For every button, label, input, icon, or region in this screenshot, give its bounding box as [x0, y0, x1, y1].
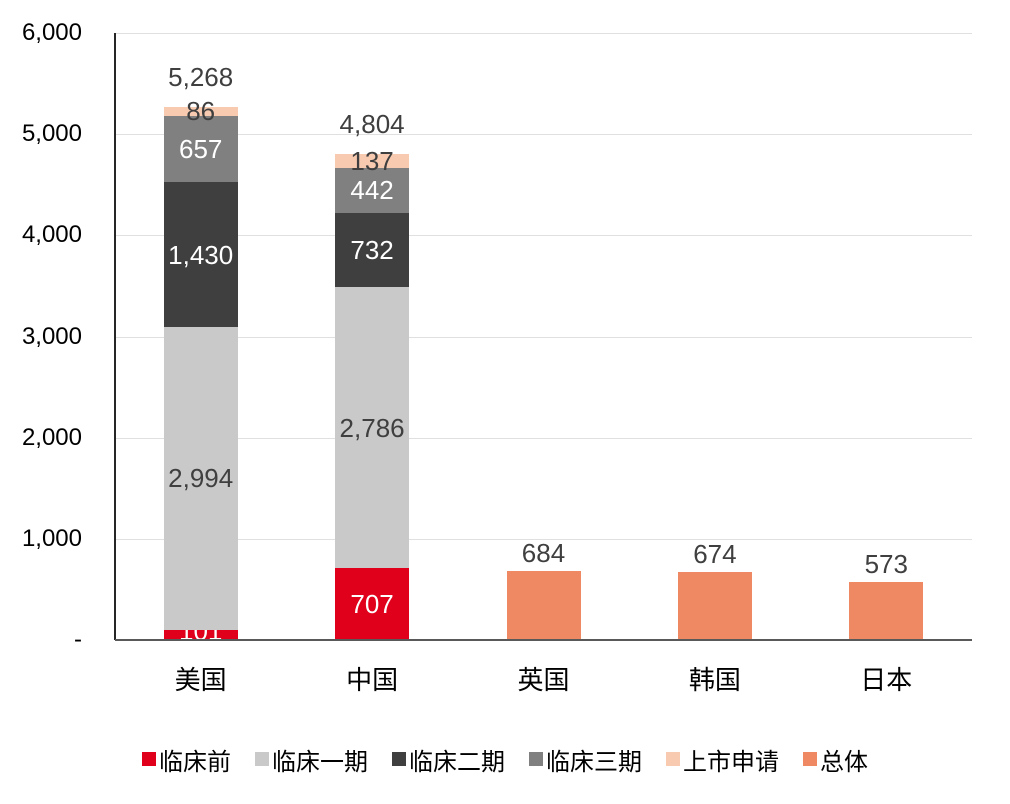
bar-total-label: 684 [521, 537, 566, 568]
bar-segment-总体 [677, 571, 752, 640]
segment-value-label: 707 [350, 589, 394, 620]
x-axis-line [115, 639, 972, 641]
legend-label: 临床前 [159, 748, 231, 776]
bar-segment-临床三期 [335, 167, 410, 213]
bar-segment-总体 [849, 582, 924, 640]
bar-segment-临床一期 [335, 286, 410, 569]
legend-label: 总体 [820, 748, 868, 776]
legend-item-临床二期: 临床二期 [392, 742, 505, 777]
y-tick-label: 4,000 [21, 221, 82, 249]
gridline [115, 134, 972, 136]
legend-swatch-icon [803, 752, 817, 766]
bar-segment-临床前 [163, 629, 238, 640]
bar-total-label: 674 [693, 538, 737, 569]
y-tick-label: 2,000 [21, 423, 82, 451]
legend-label: 临床三期 [546, 748, 642, 776]
segment-value-label: 2,994 [168, 463, 234, 494]
x-category-label: 日本 [860, 665, 913, 695]
segment-value-label: 732 [350, 234, 394, 265]
legend-swatch-icon [529, 752, 543, 766]
gridline [115, 336, 972, 338]
segment-value-label: 137 [350, 145, 394, 176]
y-tick-label: 6,000 [21, 19, 82, 46]
bar-segment-上市申请 [335, 154, 410, 168]
y-tick-label: 5,000 [21, 120, 82, 148]
bar-segment-临床二期 [163, 182, 238, 327]
legend-item-临床三期: 临床三期 [529, 742, 642, 777]
bar-segment-临床二期 [335, 212, 410, 287]
legend-swatch-icon [666, 752, 680, 766]
legend-swatch-icon [142, 752, 156, 766]
segment-value-label: 2,786 [339, 412, 405, 443]
bar-segment-临床前 [335, 568, 410, 640]
legend-label: 临床二期 [409, 748, 505, 776]
segment-value-label: 86 [186, 96, 216, 127]
legend: 临床前 临床一期 临床二期 临床三期 上市申请 总体 [0, 740, 1010, 778]
legend-swatch-icon [392, 752, 406, 766]
y-tick-label: 3,000 [21, 322, 82, 350]
bar-segment-临床一期 [163, 326, 238, 630]
legend-swatch-icon [255, 752, 269, 766]
segment-value-label: 1,430 [168, 239, 234, 270]
legend-item-临床前: 临床前 [142, 742, 231, 777]
bar-segment-临床三期 [163, 115, 238, 183]
bar-segment-总体 [506, 570, 581, 640]
gridline [115, 235, 972, 237]
x-category-label: 韩国 [688, 665, 741, 695]
x-category-label: 中国 [346, 665, 399, 695]
bar-total-label: 5,268 [168, 62, 234, 93]
y-axis-line [114, 33, 116, 640]
x-category-label: 美国 [174, 665, 227, 695]
gridline [115, 538, 972, 540]
bar-total-label: 573 [864, 549, 908, 580]
legend-label: 上市申请 [683, 748, 779, 776]
x-category-label: 英国 [517, 665, 570, 695]
plot-area: 101 2,994 1,430 657 86 5,268 707 2,786 732 442 137… [114, 33, 972, 645]
legend-label: 临床一期 [272, 748, 368, 776]
bar-total-label: 4,804 [339, 109, 405, 139]
gridline [115, 437, 972, 439]
y-tick-label: 1,000 [21, 524, 82, 552]
segment-value-label: 657 [178, 134, 223, 164]
gridline [115, 33, 972, 34]
y-tick-label: - [74, 626, 82, 653]
segment-value-label: 442 [350, 175, 394, 206]
legend-item-临床一期: 临床一期 [255, 742, 368, 777]
bar-segment-上市申请 [163, 107, 238, 116]
legend-item-上市申请: 上市申请 [666, 742, 779, 777]
legend-item-总体: 总体 [803, 742, 868, 777]
